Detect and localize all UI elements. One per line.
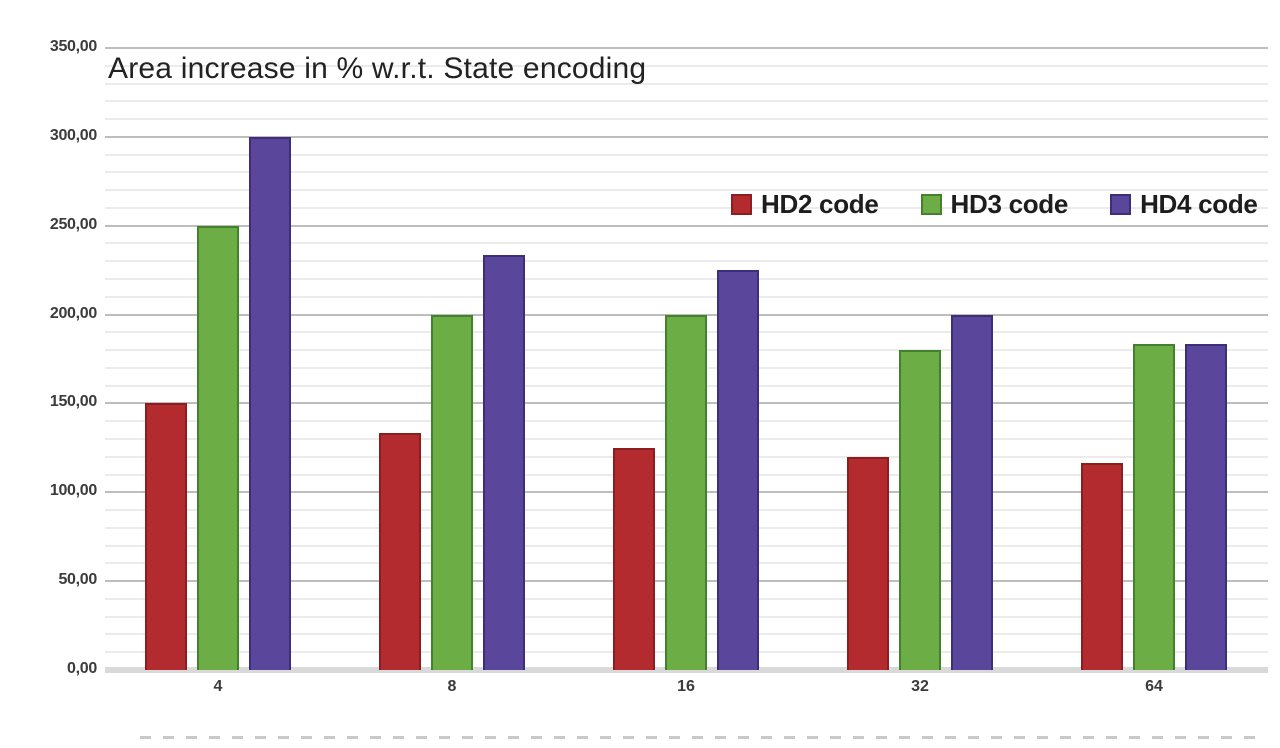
- bar-hd4-cat-4: [249, 137, 291, 670]
- bar-hd2-cat-32: [847, 457, 889, 670]
- bar-hd4-cat-64: [1185, 344, 1227, 670]
- bar-hd2-cat-64: [1081, 463, 1123, 670]
- legend-swatch-icon: [920, 194, 942, 215]
- bar-hd3-cat-16: [665, 315, 707, 670]
- bar-hd3-cat-8: [431, 315, 473, 670]
- major-gridline: [105, 47, 1268, 49]
- x-axis-label-16: 16: [677, 678, 695, 695]
- legend-label: HD4 code: [1140, 189, 1258, 219]
- bar-hd3-cat-4: [197, 226, 239, 670]
- legend-item-hd3: HD3 code: [920, 189, 1069, 220]
- x-axis-label-32: 32: [911, 678, 929, 695]
- legend-swatch-icon: [1110, 194, 1132, 215]
- legend-label: HD2 code: [761, 189, 879, 219]
- legend-label: HD3 code: [950, 189, 1069, 219]
- chart-title: Area increase in % w.r.t. State encoding: [108, 52, 647, 85]
- bottom-dotted-separator: [140, 736, 1260, 739]
- y-tick-label: 200,00: [49, 304, 97, 322]
- minor-gridline: [105, 100, 1268, 103]
- bar-hd2-cat-4: [145, 403, 187, 670]
- y-tick-label: 250,00: [49, 215, 97, 233]
- legend: HD2 code HD3 code HD4 code: [731, 189, 1258, 220]
- bar-hd2-cat-16: [613, 448, 655, 670]
- bar-hd4-cat-32: [951, 315, 993, 670]
- bar-hd4-cat-8: [483, 255, 525, 670]
- bar-hd4-cat-16: [717, 270, 759, 670]
- x-axis-label-4: 4: [213, 678, 223, 695]
- bar-hd2-cat-8: [379, 433, 421, 670]
- y-tick-label: 300,00: [49, 126, 97, 144]
- y-tick-label: 100,00: [49, 482, 97, 500]
- x-axis-label-8: 8: [447, 678, 457, 695]
- legend-item-hd2: HD2 code: [731, 189, 879, 220]
- legend-item-hd4: HD4 code: [1110, 189, 1258, 220]
- bar-hd3-cat-64: [1133, 344, 1175, 670]
- x-axis-line: [105, 667, 1268, 673]
- y-tick-label: 150,00: [49, 393, 97, 411]
- y-tick-label: 50,00: [58, 571, 97, 589]
- legend-swatch-icon: [731, 194, 752, 215]
- x-axis-label-64: 64: [1145, 678, 1163, 695]
- y-tick-label: 0,00: [67, 660, 97, 677]
- bar-hd3-cat-32: [899, 350, 941, 670]
- minor-gridline: [105, 118, 1268, 121]
- y-tick-label: 350,00: [49, 38, 97, 55]
